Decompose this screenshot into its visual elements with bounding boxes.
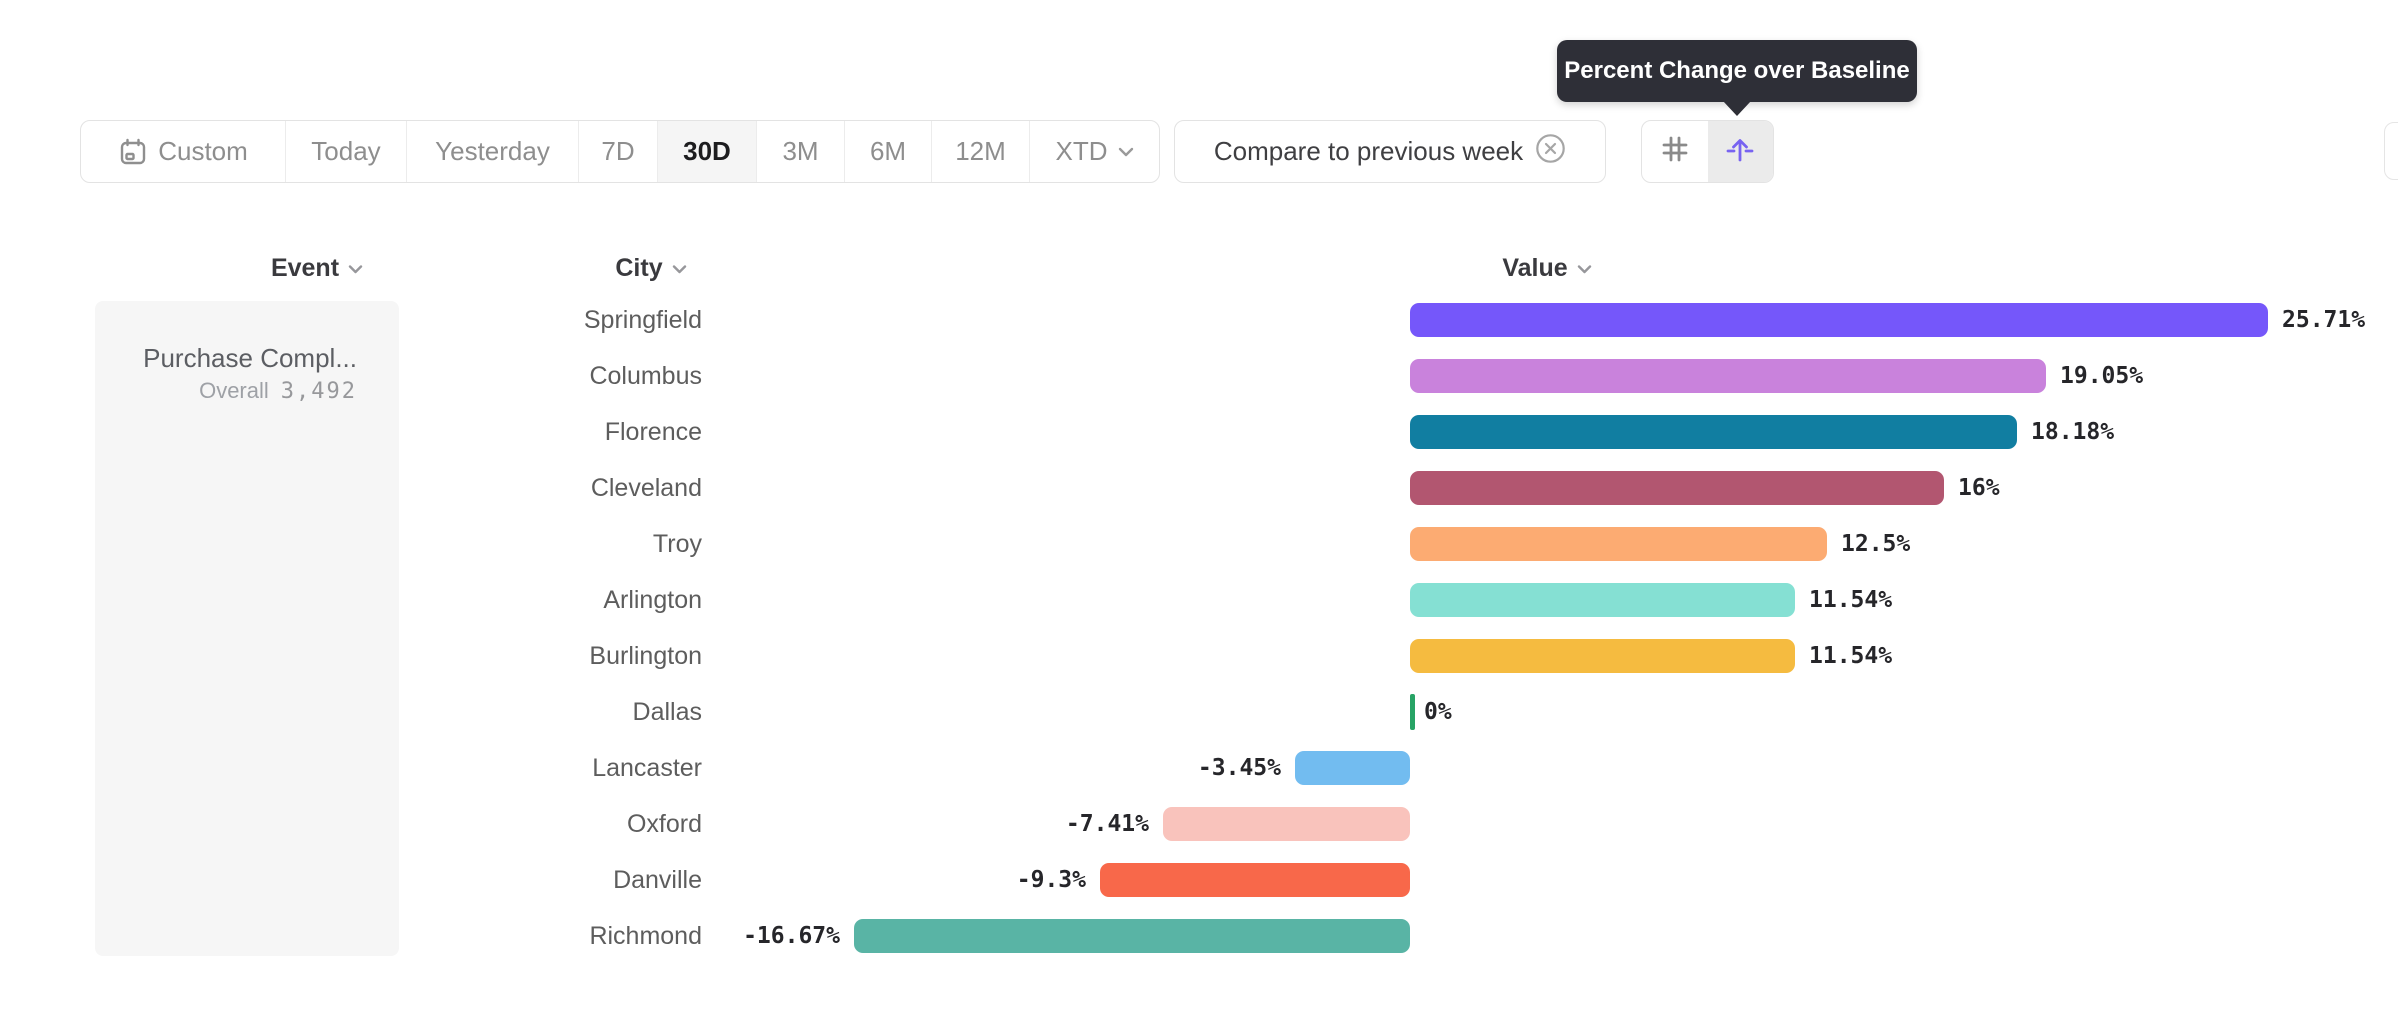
- value-label: -7.41%: [1065, 811, 1149, 837]
- compare-to-previous-week-button[interactable]: Compare to previous week: [1174, 120, 1606, 183]
- tooltip-arrow: [1723, 101, 1751, 116]
- chevron-down-icon: [1577, 265, 1591, 274]
- value-label: 19.05%: [2060, 363, 2144, 389]
- remove-comparison-icon[interactable]: [1535, 133, 1566, 171]
- value-bar[interactable]: [1295, 751, 1410, 785]
- percent-change-over-baseline-button[interactable]: [1707, 121, 1773, 182]
- date-range-custom[interactable]: Custom: [81, 121, 285, 182]
- column-header-label: Event: [270, 253, 340, 282]
- date-range-label: 3M: [782, 136, 819, 166]
- chart-row-burlington: Burlington 11.54%: [0, 628, 2398, 684]
- value-bar[interactable]: [1410, 639, 1795, 673]
- value-label: -9.3%: [1016, 867, 1086, 893]
- value-label: 11.54%: [1809, 587, 1893, 613]
- value-bar[interactable]: [1410, 583, 1795, 617]
- date-range-label: Yesterday: [435, 136, 550, 166]
- date-range-today[interactable]: Today: [285, 121, 406, 182]
- date-range-30d[interactable]: 30D: [657, 121, 756, 182]
- city-label: Burlington: [589, 642, 702, 670]
- event-name: Purchase Compl...: [143, 343, 357, 373]
- date-range-control: Custom Today Yesterday 7D 30D 3M 6M 12M …: [80, 120, 1160, 183]
- bar-chart: Springfield 25.71% Columbus 19.05% Florence 1…: [0, 292, 2398, 964]
- value-bar[interactable]: [1410, 694, 1415, 730]
- event-overall: Overall 3,492: [95, 375, 357, 408]
- value-bar[interactable]: [1410, 471, 1944, 505]
- date-range-label: Custom: [158, 136, 248, 166]
- date-range-label: 12M: [955, 136, 1006, 166]
- chart-row-dallas: Dallas 0%: [0, 684, 2398, 740]
- compare-label: Compare to previous week: [1213, 136, 1524, 166]
- overall-label: Overall: [199, 378, 269, 403]
- city-label: Florence: [604, 418, 702, 446]
- event-cell[interactable]: Purchase Compl... Overall 3,492: [95, 301, 399, 956]
- chart-mode-toggle: [1641, 120, 1774, 183]
- city-label: Springfield: [583, 306, 702, 334]
- date-range-label: 7D: [601, 136, 635, 166]
- date-range-3m[interactable]: 3M: [756, 121, 844, 182]
- chart-row-arlington: Arlington 11.54%: [0, 572, 2398, 628]
- grid-view-button[interactable]: [1642, 121, 1708, 182]
- arrow-up-from-baseline-icon: [1725, 134, 1755, 169]
- city-label: Richmond: [589, 922, 702, 950]
- value-label: 25.71%: [2282, 307, 2366, 333]
- chart-row-florence: Florence 18.18%: [0, 404, 2398, 460]
- chart-row-lancaster: Lancaster -3.45%: [0, 740, 2398, 796]
- chart-row-columbus: Columbus 19.05%: [0, 348, 2398, 404]
- value-bar[interactable]: [1410, 527, 1827, 561]
- city-label: Columbus: [589, 362, 702, 390]
- value-bar[interactable]: [1163, 807, 1410, 841]
- city-label: Cleveland: [590, 474, 702, 502]
- value-label: 12.5%: [1841, 531, 1911, 557]
- chart-row-richmond: Richmond -16.67%: [0, 908, 2398, 964]
- date-range-7d[interactable]: 7D: [578, 121, 657, 182]
- date-range-6m[interactable]: 6M: [844, 121, 931, 182]
- date-range-yesterday[interactable]: Yesterday: [406, 121, 578, 182]
- grid-icon: [1661, 135, 1689, 168]
- clipped-edge-button[interactable]: [2384, 122, 2398, 180]
- column-header-label: Value: [1502, 253, 1568, 282]
- date-range-label: 30D: [683, 136, 731, 166]
- value-label: 18.18%: [2031, 419, 2115, 445]
- overall-value: 3,492: [280, 379, 357, 404]
- chevron-down-icon: [1118, 147, 1134, 157]
- value-label: -3.45%: [1197, 755, 1281, 781]
- chart-row-cleveland: Cleveland 16%: [0, 460, 2398, 516]
- column-header-value[interactable]: Value: [1447, 246, 1647, 290]
- value-bar[interactable]: [1410, 303, 2268, 337]
- date-range-xtd[interactable]: XTD: [1029, 121, 1159, 182]
- date-range-label: XTD: [1055, 136, 1108, 166]
- value-bar[interactable]: [1410, 415, 2017, 449]
- chevron-down-icon: [672, 265, 686, 274]
- tooltip-text: Percent Change over Baseline: [1564, 57, 1910, 84]
- value-label: 0%: [1424, 699, 1452, 725]
- column-header-city[interactable]: City: [551, 246, 751, 290]
- value-label: -16.67%: [743, 923, 840, 949]
- date-range-label: Today: [311, 136, 381, 166]
- tooltip: Percent Change over Baseline: [1557, 40, 1917, 102]
- date-range-label: 6M: [869, 136, 907, 166]
- column-header-label: City: [615, 253, 663, 282]
- city-label: Troy: [652, 530, 702, 558]
- city-label: Lancaster: [592, 754, 702, 782]
- chart-row-troy: Troy 12.5%: [0, 516, 2398, 572]
- calendar-icon: [118, 137, 148, 167]
- column-header-event[interactable]: Event: [217, 246, 417, 290]
- value-bar[interactable]: [1100, 863, 1410, 897]
- date-range-12m[interactable]: 12M: [931, 121, 1029, 182]
- value-bar[interactable]: [854, 919, 1410, 953]
- city-label: Dallas: [632, 698, 702, 726]
- value-label: 11.54%: [1809, 643, 1893, 669]
- event-cell-text: Purchase Compl... Overall 3,492: [95, 341, 357, 408]
- chart-row-oxford: Oxford -7.41%: [0, 796, 2398, 852]
- city-label: Arlington: [603, 586, 702, 614]
- chevron-down-icon: [348, 265, 363, 274]
- city-label: Danville: [613, 866, 702, 894]
- chart-row-danville: Danville -9.3%: [0, 852, 2398, 908]
- city-label: Oxford: [626, 810, 702, 838]
- value-label: 16%: [1958, 475, 2000, 501]
- chart-row-springfield: Springfield 25.71%: [0, 292, 2398, 348]
- value-bar[interactable]: [1410, 359, 2046, 393]
